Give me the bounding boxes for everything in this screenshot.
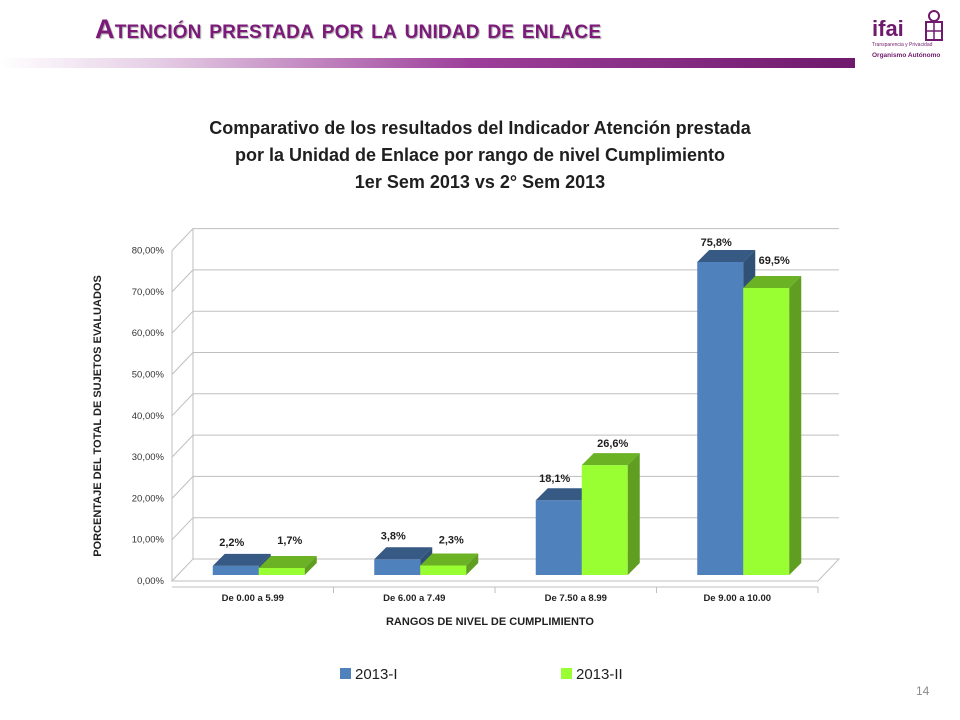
data-label: 26,6% — [597, 438, 628, 450]
page-number: 14 — [916, 684, 930, 698]
bar-side — [627, 453, 640, 575]
legend-item: 2013-II — [561, 666, 623, 683]
data-label: 3,8% — [381, 530, 406, 542]
legend-label: 2013-II — [576, 666, 623, 683]
chart-title-line-2: por la Unidad de Enlace por rango de niv… — [234, 145, 726, 165]
x-axis-title: RANGOS DE NIVEL DE CUMPLIMIENTO — [386, 616, 594, 628]
ifai-logo-mark — [925, 10, 943, 41]
bar-top — [374, 547, 433, 560]
data-label: 75,8% — [701, 237, 732, 249]
data-label: 1,7% — [277, 535, 302, 547]
gridline — [171, 269, 839, 293]
bar-front — [581, 465, 628, 575]
x-tick-label: De 9.00 a 10.00 — [703, 593, 771, 604]
legend-item: 2013-I — [340, 666, 398, 683]
legend-swatch — [561, 668, 572, 679]
legend-label: 2013-I — [355, 666, 398, 683]
bar-front — [697, 261, 744, 575]
gridline — [171, 228, 839, 251]
bar-side — [466, 553, 479, 575]
y-tick-label: 10,00% — [132, 535, 165, 546]
data-label: 69,5% — [759, 255, 790, 267]
y-axis-title: PORCENTAJE DEL TOTAL DE SUJETOS EVALUADO… — [92, 275, 104, 557]
bar-side — [789, 275, 802, 575]
bar-top — [535, 488, 594, 501]
legend-swatch — [340, 668, 351, 679]
title-divider — [0, 58, 855, 68]
y-tick-label: 70,00% — [132, 287, 165, 298]
y-tick-label: 0,00% — [137, 576, 164, 587]
bar-top — [258, 555, 317, 568]
y-tick-label: 60,00% — [132, 328, 165, 339]
chart-title-line-1: Comparativo de los resultados del Indica… — [209, 118, 751, 138]
chart-title-line-3: 1er Sem 2013 vs 2° Sem 2013 — [354, 172, 606, 192]
logo-org: Organismo Autónomo — [872, 52, 941, 59]
data-label: 18,1% — [539, 473, 570, 485]
bar-s2 — [743, 275, 802, 575]
data-label: 2,3% — [439, 535, 464, 547]
bar-top — [212, 553, 271, 566]
y-tick-label: 80,00% — [132, 246, 165, 257]
gridline — [171, 393, 839, 417]
y-tick-label: 20,00% — [132, 493, 165, 504]
y-tick-label: 30,00% — [132, 452, 165, 463]
bar-front — [258, 567, 305, 575]
gridline — [171, 434, 839, 458]
y-tick-label: 50,00% — [132, 370, 165, 381]
logo-name: ifai — [872, 16, 904, 41]
chart-floor — [170, 558, 841, 582]
x-tick-label: De 0.00 a 5.99 — [222, 593, 284, 604]
data-label: 2,2% — [219, 537, 244, 549]
logo-tagline: Transparencia y Privacidad — [872, 42, 933, 48]
bar-s2 — [420, 553, 479, 575]
bar-top — [697, 249, 756, 262]
bar-s2 — [581, 453, 640, 575]
chart-title: Comparativo de los resultados del Indica… — [120, 115, 840, 196]
bar-front — [420, 565, 467, 575]
bar-side — [304, 555, 317, 575]
gridline — [171, 352, 839, 375]
bar-top — [743, 275, 802, 288]
slide-title: Atención prestada por la unidad de enlac… — [95, 14, 602, 44]
x-tick-label: De 7.50 a 8.99 — [545, 593, 607, 604]
bar-front — [743, 287, 790, 575]
bar-top — [581, 453, 640, 466]
bar-front — [212, 565, 259, 575]
bar-s2 — [258, 555, 317, 575]
gridline — [171, 310, 839, 334]
y-tick-label: 40,00% — [132, 411, 165, 422]
bar-front — [535, 500, 582, 575]
bar-top — [420, 553, 479, 566]
bar-front — [374, 559, 421, 575]
x-tick-label: De 6.00 a 7.49 — [383, 593, 445, 604]
